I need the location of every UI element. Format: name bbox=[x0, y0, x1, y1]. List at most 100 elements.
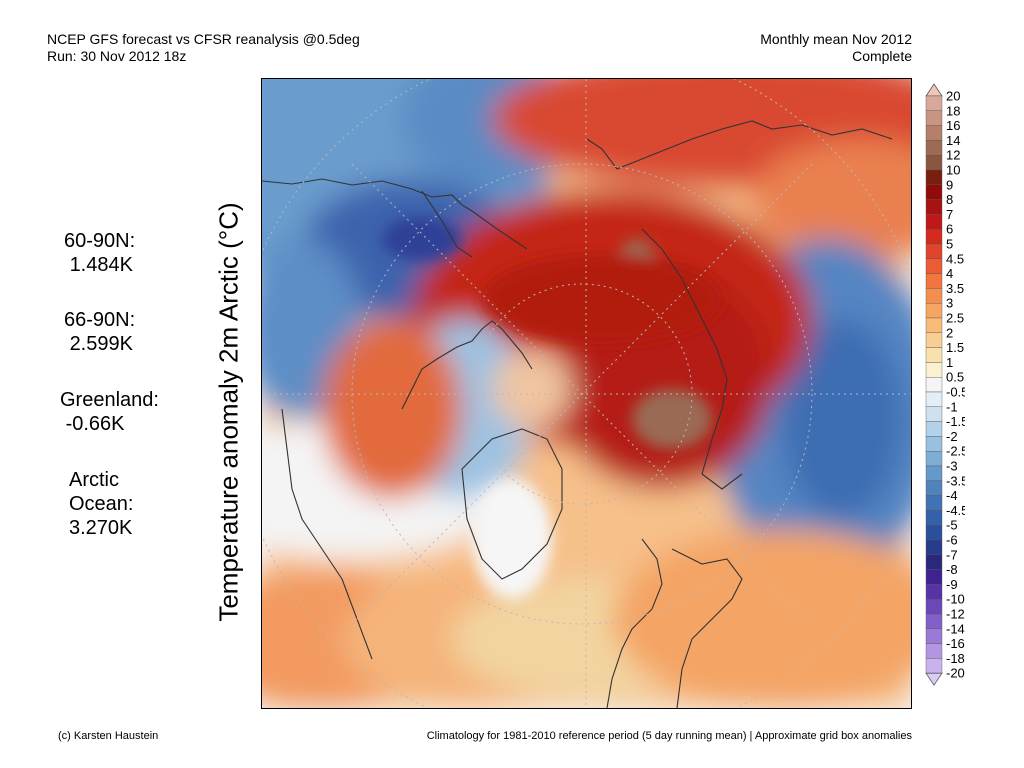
coastline-alaska bbox=[262, 178, 528, 250]
colorbar-tick-label: 9 bbox=[946, 177, 953, 192]
colorbar-swatch bbox=[925, 658, 943, 674]
border-alaska-canada bbox=[421, 190, 473, 258]
colorbar-swatch bbox=[925, 95, 943, 112]
stat-value: 3.270K bbox=[69, 517, 133, 539]
period-line-2: Complete bbox=[852, 48, 912, 64]
colorbar-tick-label: 2.5 bbox=[946, 311, 964, 326]
latitude-circle-80 bbox=[471, 283, 693, 505]
coastline-greenland bbox=[461, 428, 563, 580]
colorbar-tick-label: -16 bbox=[946, 636, 965, 651]
colorbar-tick-label: -1.5 bbox=[946, 414, 965, 429]
colorbar-swatch bbox=[925, 317, 943, 334]
colorbar-tick-label: -10 bbox=[946, 592, 965, 607]
graticule bbox=[262, 79, 911, 708]
colorbar-tick-label: 3.5 bbox=[946, 281, 964, 296]
colorbar-swatch bbox=[925, 362, 943, 378]
colorbar-tick-label: -2 bbox=[946, 429, 958, 444]
coastline-canada-arctic bbox=[401, 320, 533, 410]
colorbar-swatch bbox=[925, 599, 943, 615]
colorbar-swatch bbox=[925, 273, 943, 289]
colorbar-swatch bbox=[925, 347, 943, 363]
stat-value: 2.599K bbox=[69, 333, 133, 355]
colorbar-swatch bbox=[925, 643, 943, 659]
coastline-scandinavia-west bbox=[606, 538, 663, 708]
colorbar-swatch bbox=[925, 451, 943, 467]
colorbar-swatch bbox=[925, 125, 943, 141]
anomaly-map-canvas bbox=[262, 79, 911, 708]
coastline-siberia bbox=[586, 120, 893, 170]
colorbar-swatch bbox=[925, 228, 943, 245]
colorbar-tick-label: -8 bbox=[946, 562, 958, 577]
colorbar-swatch bbox=[925, 302, 943, 319]
stat-label: Arctic bbox=[69, 469, 119, 491]
colorbar-tick-label: 6 bbox=[946, 222, 953, 237]
colorbar-tick-label: -9 bbox=[946, 577, 958, 592]
colorbar-swatch bbox=[925, 628, 943, 644]
colorbar-swatch bbox=[925, 214, 943, 230]
stat-label: 66-90N: bbox=[64, 309, 136, 331]
colorbar-swatch bbox=[925, 495, 943, 511]
colorbar-tick-label: 16 bbox=[946, 118, 960, 133]
anomaly-map bbox=[261, 78, 912, 709]
coastlines bbox=[262, 120, 893, 708]
meridian-135 bbox=[351, 163, 813, 625]
stat-label: 60-90N: bbox=[64, 230, 136, 252]
colorbar-swatch bbox=[925, 436, 943, 452]
coastline-hudson bbox=[281, 408, 373, 660]
colorbar-swatch bbox=[925, 421, 943, 437]
colorbar-tick-label: -3 bbox=[946, 459, 958, 474]
latitude-circle-70 bbox=[351, 163, 813, 625]
colorbar-tick-label: 14 bbox=[946, 133, 960, 148]
colorbar: 201816141210987654.543.532.521.510.5-0.5… bbox=[925, 83, 965, 686]
colorbar-tick-label: -18 bbox=[946, 651, 965, 666]
colorbar-swatch bbox=[925, 554, 943, 570]
stat-value: -0.66K bbox=[65, 413, 125, 435]
colorbar-tick-label: 1.5 bbox=[946, 340, 964, 355]
colorbar-swatch bbox=[925, 258, 943, 274]
colorbar-tick-label: 2 bbox=[946, 325, 953, 340]
reference-note: Climatology for 1981-2010 reference peri… bbox=[426, 730, 912, 742]
colorbar-tick-label: -20 bbox=[946, 666, 965, 681]
stat-label: Greenland: bbox=[60, 389, 159, 411]
colorbar-swatch bbox=[925, 377, 943, 393]
stat-label-2: Ocean: bbox=[69, 493, 134, 515]
colorbar-tick-label: 7 bbox=[946, 207, 953, 222]
colorbar-swatch bbox=[925, 525, 943, 541]
colorbar-swatch bbox=[925, 332, 943, 348]
colorbar-swatch bbox=[925, 288, 943, 304]
colorbar-tick-label: -5 bbox=[946, 518, 958, 533]
colorbar-tick-label: 4.5 bbox=[946, 251, 964, 266]
colorbar-swatch bbox=[925, 480, 943, 496]
colorbar-swatch bbox=[925, 584, 943, 600]
colorbar-tick-label: -2.5 bbox=[946, 444, 965, 459]
colorbar-swatch bbox=[925, 154, 943, 171]
period-block: Monthly mean Nov 2012 Complete bbox=[760, 31, 912, 65]
coastline-novaya-zemlya bbox=[641, 228, 743, 490]
colorbar-swatch bbox=[925, 613, 943, 630]
colorbar-tick-label: 18 bbox=[946, 103, 960, 118]
colorbar-tick-label: 0.5 bbox=[946, 370, 964, 385]
colorbar-tick-label: 20 bbox=[946, 89, 960, 104]
colorbar-swatch bbox=[925, 169, 943, 186]
colorbar-tick-label: -4.5 bbox=[946, 503, 965, 518]
colorbar-tick-label: -3.5 bbox=[946, 473, 965, 488]
colorbar-tick-label: -1 bbox=[946, 399, 958, 414]
colorbar-tick-label: -12 bbox=[946, 607, 965, 622]
colorbar-tick-label: -7 bbox=[946, 547, 958, 562]
title-line-2: Run: 30 Nov 2012 18z bbox=[47, 48, 187, 64]
stat-60-90n: 60-90N: 1.484K bbox=[64, 229, 135, 277]
period-line-1: Monthly mean Nov 2012 bbox=[760, 31, 912, 47]
colorbar-swatch bbox=[925, 391, 943, 408]
title-line-1: NCEP GFS forecast vs CFSR reanalysis @0.… bbox=[47, 31, 360, 47]
colorbar-swatch bbox=[925, 184, 943, 200]
coastline-scandinavia-east bbox=[671, 548, 743, 708]
colorbar-swatch bbox=[925, 569, 943, 585]
colorbar-tick-label: 3 bbox=[946, 296, 953, 311]
stat-arctic-ocean: Arctic Ocean: 3.270K bbox=[69, 468, 133, 540]
colorbar-swatch bbox=[925, 243, 943, 260]
colorbar-tick-label: 10 bbox=[946, 163, 960, 178]
stat-value: 1.484K bbox=[69, 254, 133, 276]
colorbar-tick-label: -4 bbox=[946, 488, 958, 503]
colorbar-tick-label: 5 bbox=[946, 237, 953, 252]
colorbar-tick-label: -14 bbox=[946, 621, 965, 636]
